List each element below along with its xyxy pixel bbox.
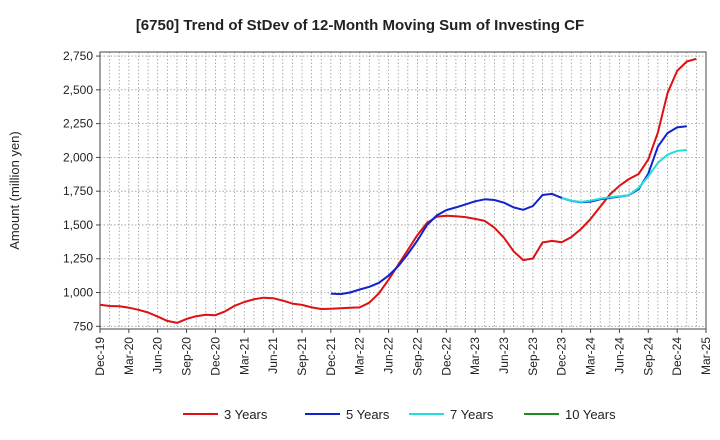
y-tick-label: 1,000 bbox=[63, 286, 93, 300]
x-tick-label: Jun-20 bbox=[151, 337, 165, 374]
y-tick-label: 1,750 bbox=[63, 184, 93, 198]
x-tick-label: Sep-24 bbox=[641, 337, 655, 376]
y-tick-label: 2,250 bbox=[63, 117, 93, 131]
x-tick-label: Dec-23 bbox=[555, 337, 569, 376]
series-lines bbox=[99, 57, 697, 324]
plot-frame bbox=[99, 51, 707, 330]
legend: 3 Years 5 Years 7 Years 10 Years bbox=[183, 407, 616, 422]
grid bbox=[99, 52, 707, 329]
series-line-7-years bbox=[561, 149, 687, 203]
x-tick-label: Dec-19 bbox=[93, 337, 107, 376]
x-tick-label: Mar-21 bbox=[237, 337, 251, 375]
y-axis-ticks: 750 1,000 1,250 1,500 1,750 2,000 2,250 2,500 2,… bbox=[63, 49, 100, 333]
x-tick-label: Jun-24 bbox=[612, 337, 626, 374]
x-tick-label: Mar-23 bbox=[468, 337, 482, 375]
legend-label: 10 Years bbox=[565, 407, 616, 422]
legend-label: 3 Years bbox=[224, 407, 268, 422]
x-tick-label: Mar-20 bbox=[122, 337, 136, 375]
y-tick-label: 2,500 bbox=[63, 83, 93, 97]
legend-label: 5 Years bbox=[346, 407, 390, 422]
y-tick-label: 1,250 bbox=[63, 252, 93, 266]
legend-label: 7 Years bbox=[450, 407, 494, 422]
x-axis-ticks: Dec-19 Mar-20 Jun-20 Sep-20 Dec-20 Mar-21 Jun-… bbox=[93, 329, 713, 376]
x-tick-label: Mar-25 bbox=[699, 337, 713, 375]
x-tick-label: Mar-22 bbox=[353, 337, 367, 375]
y-tick-label: 1,500 bbox=[63, 218, 93, 232]
x-tick-label: Jun-22 bbox=[382, 337, 396, 374]
x-tick-label: Dec-20 bbox=[208, 337, 222, 376]
y-tick-label: 750 bbox=[73, 319, 93, 333]
chart-title: [6750] Trend of StDev of 12-Month Moving… bbox=[136, 17, 584, 34]
x-tick-label: Sep-23 bbox=[526, 337, 540, 376]
y-tick-label: 2,750 bbox=[63, 49, 93, 63]
x-tick-label: Dec-24 bbox=[670, 337, 684, 376]
y-axis-label: Amount (million yen) bbox=[7, 131, 22, 250]
x-tick-label: Sep-22 bbox=[410, 337, 424, 376]
x-tick-label: Jun-21 bbox=[266, 337, 280, 374]
x-tick-label: Jun-23 bbox=[497, 337, 511, 374]
x-tick-label: Dec-22 bbox=[439, 337, 453, 376]
series-line-5-years bbox=[330, 125, 687, 296]
x-tick-label: Sep-20 bbox=[180, 337, 194, 376]
y-tick-label: 2,000 bbox=[63, 150, 93, 164]
x-tick-label: Dec-21 bbox=[324, 337, 338, 376]
x-tick-label: Sep-21 bbox=[295, 337, 309, 376]
x-tick-label: Mar-24 bbox=[584, 337, 598, 375]
